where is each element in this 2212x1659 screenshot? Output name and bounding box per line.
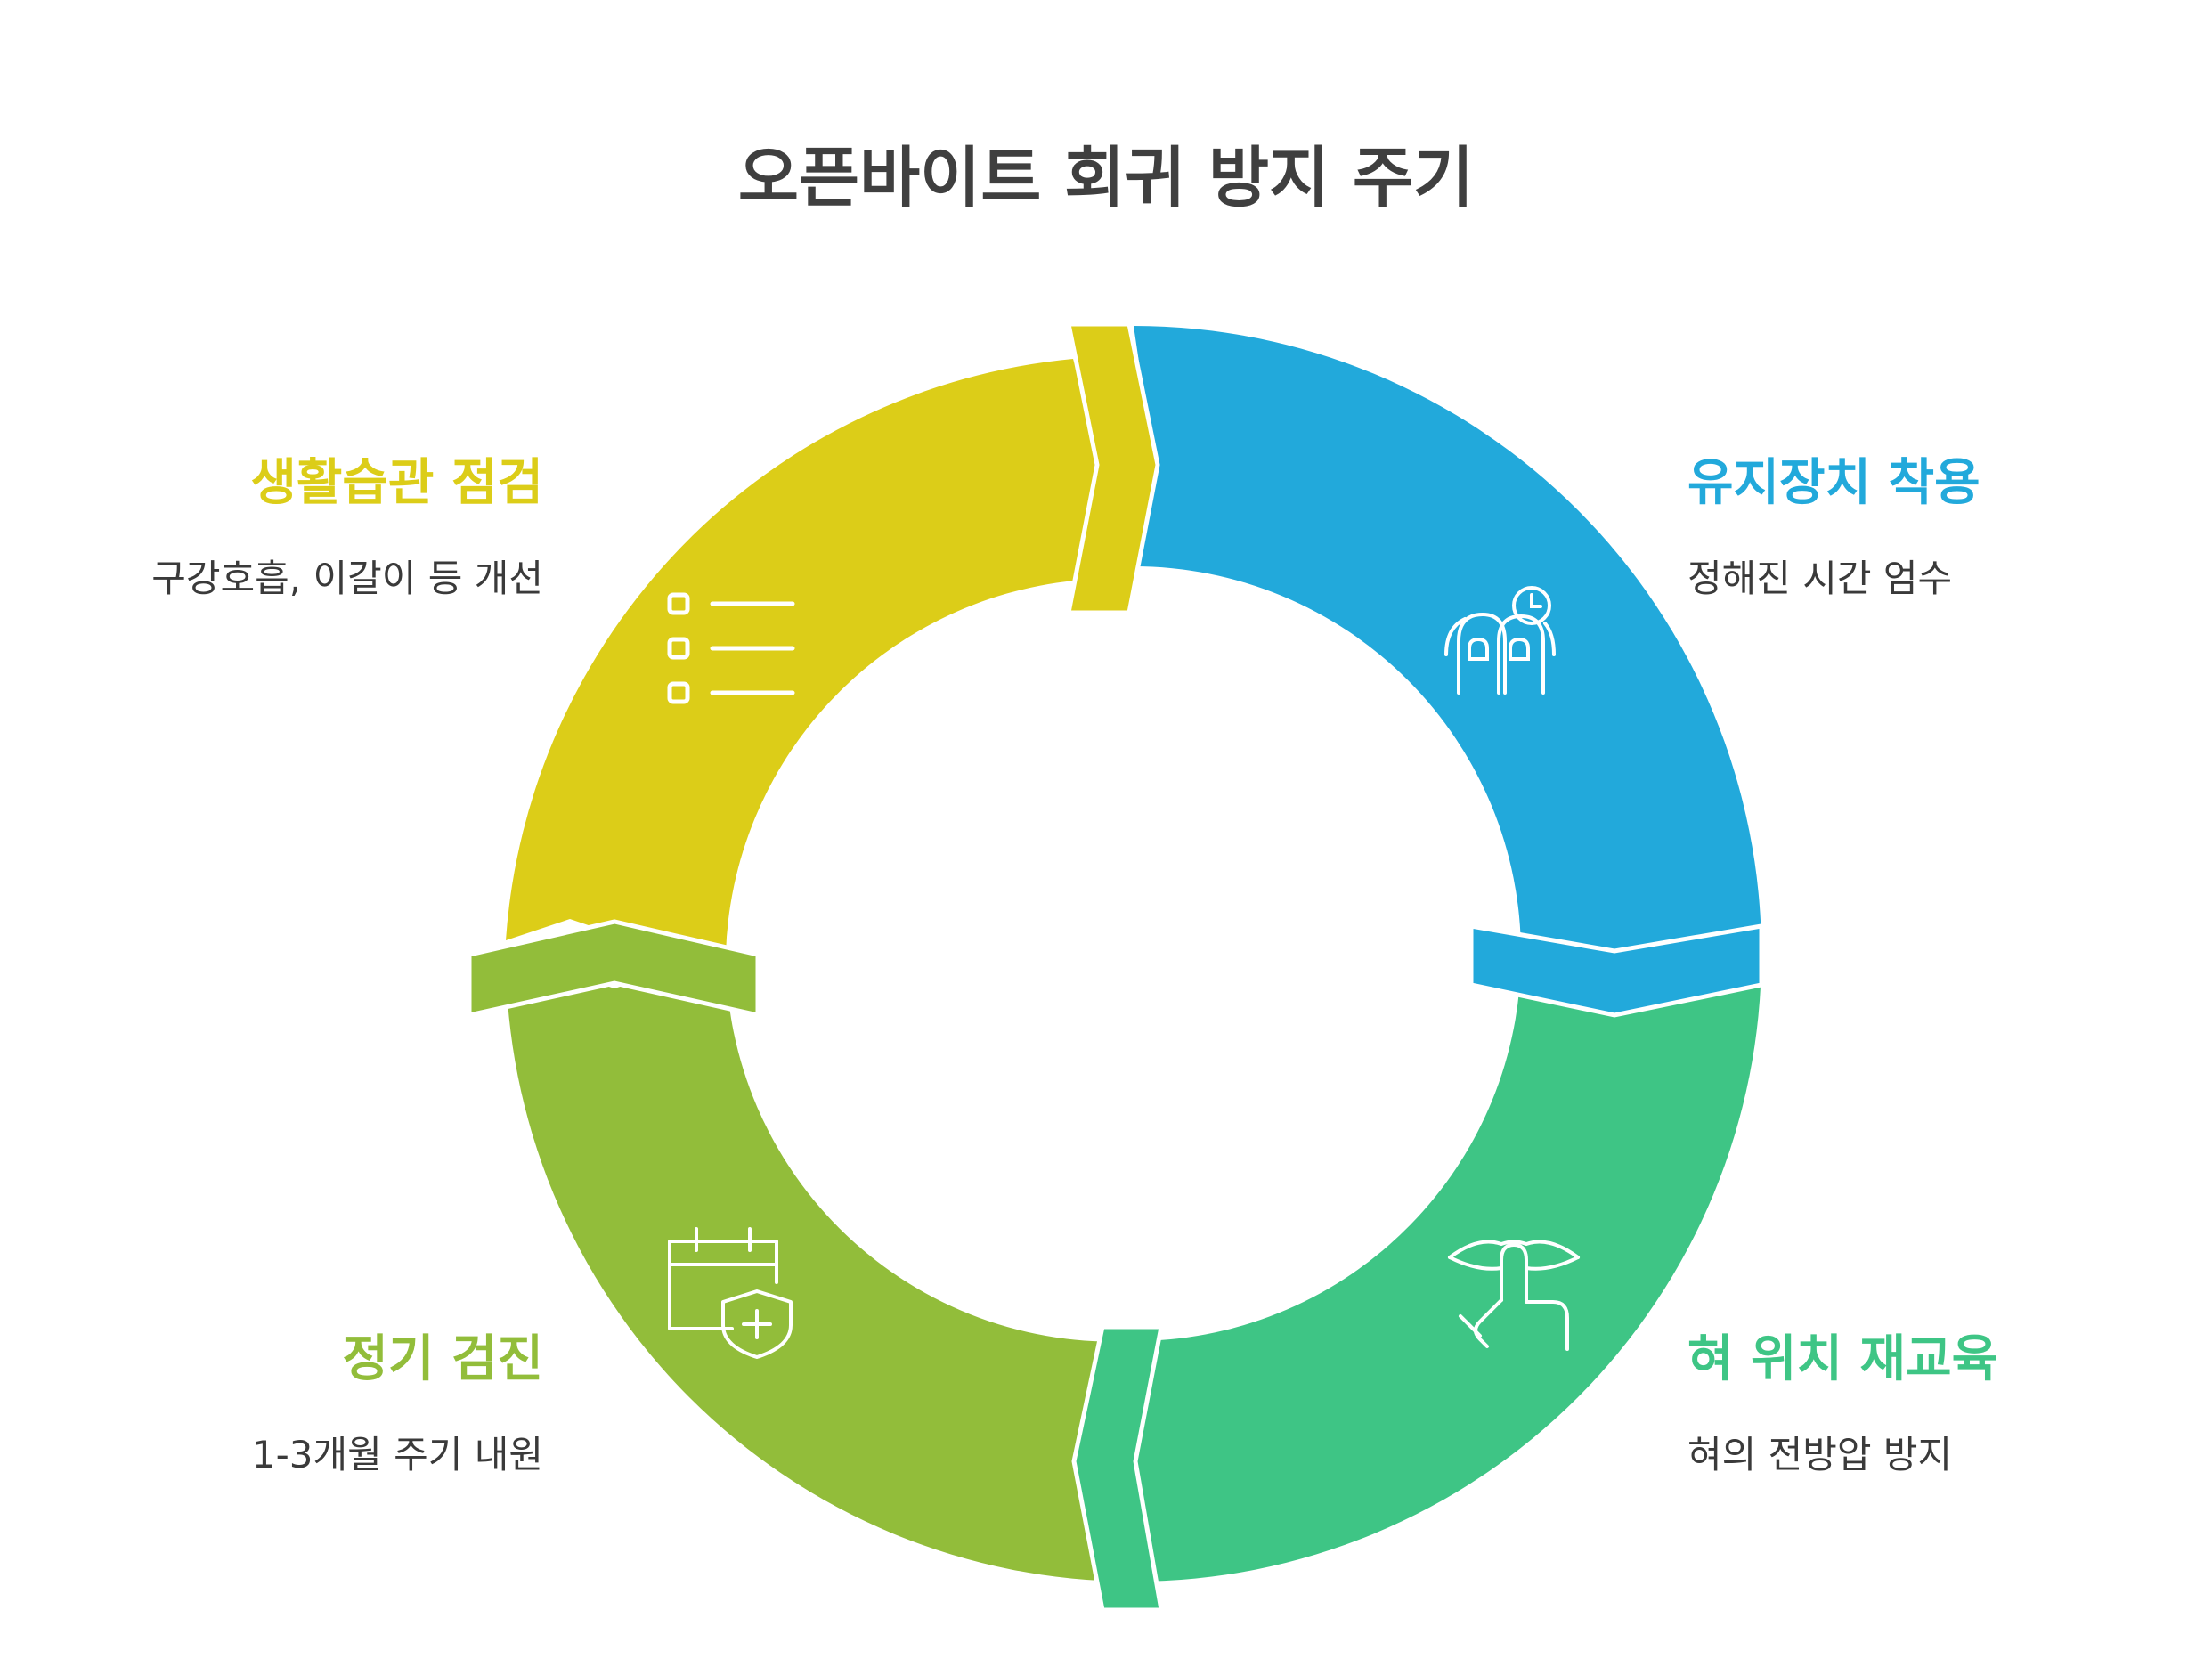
arrow-right: [1468, 923, 1764, 1018]
segment-checkup: [506, 954, 1134, 1582]
step-checkup-heading: 정기 검진: [342, 1330, 543, 1388]
step-habit-heading: 생활습관 점검: [250, 454, 543, 512]
diagram-title: 오픈바이트 회귀 방지 주기: [737, 140, 1475, 216]
segment-tongue: [1116, 954, 1761, 1582]
calendar-shield-icon: [668, 1227, 793, 1359]
arrow-left: [467, 919, 760, 1019]
checklist-icon: [667, 592, 795, 704]
arrow-bottom: [1071, 1324, 1165, 1613]
step-checkup-desc: 1-3개월 주기 내원: [251, 1433, 543, 1476]
lips-finger-icon: [1448, 1240, 1580, 1351]
arrow-top: [1065, 321, 1160, 615]
hands-clock-icon: [1444, 586, 1556, 695]
step-retainer-desc: 정해진 시간 엄수: [1687, 557, 1953, 600]
step-habit: 생활습관 점검 구강호흡, 이갈이 등 개선: [0, 452, 543, 604]
step-retainer-heading: 유지장치 착용: [1687, 454, 1980, 512]
step-tongue-desc: 혀의 전방압 방지: [1687, 1433, 1953, 1476]
step-tongue: 혀 위치 재교육 혀의 전방압 방지: [1687, 1329, 2212, 1480]
step-retainer: 유지장치 착용 정해진 시간 엄수: [1687, 452, 2212, 604]
step-checkup: 정기 검진 1-3개월 주기 내원: [0, 1329, 543, 1480]
segment-habit: [506, 359, 1107, 954]
step-habit-desc: 구강호흡, 이갈이 등 개선: [151, 557, 543, 600]
step-tongue-heading: 혀 위치 재교육: [1687, 1330, 1998, 1388]
